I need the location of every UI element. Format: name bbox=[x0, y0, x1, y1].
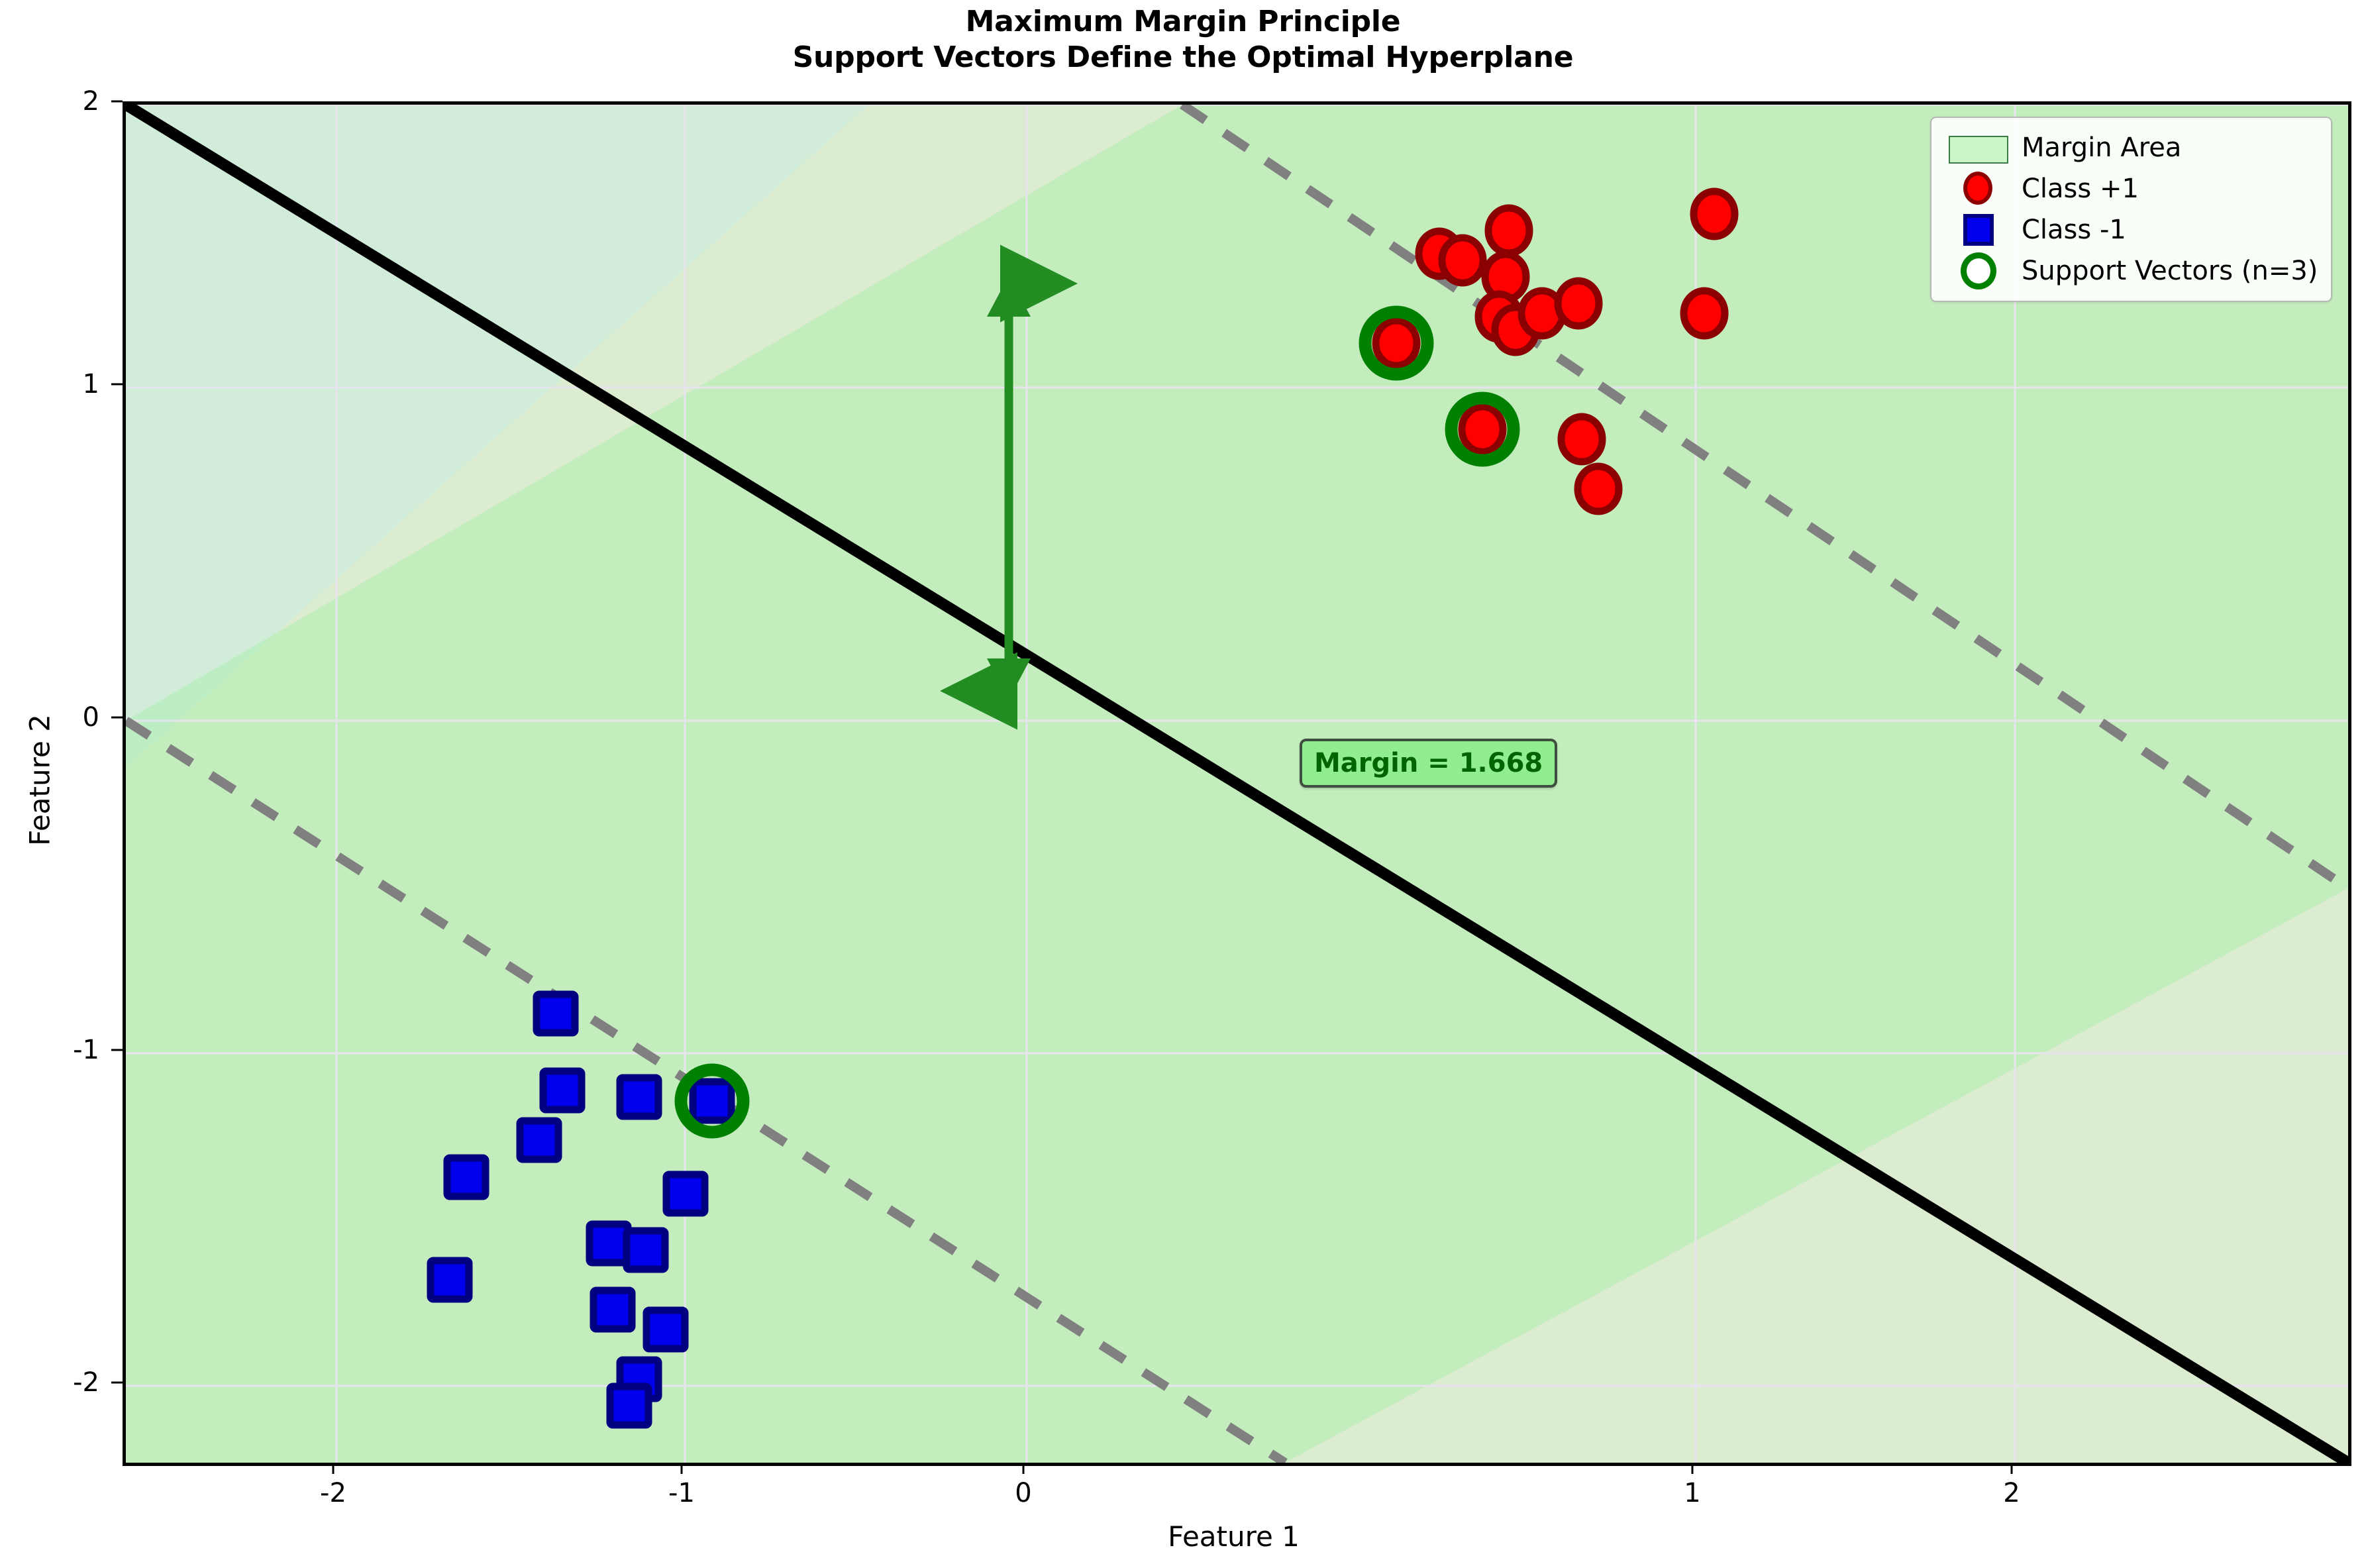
xtick-mark bbox=[2010, 1463, 2013, 1474]
xtick-mark bbox=[1691, 1463, 1694, 1474]
xtick-label-3: 1 bbox=[1684, 1478, 1701, 1508]
plot-svg bbox=[126, 105, 2348, 1463]
xtick-mark bbox=[332, 1463, 334, 1474]
page-title: Maximum Margin Principle Support Vectors… bbox=[0, 4, 2366, 75]
ytick-label-1: 1 bbox=[82, 369, 99, 399]
legend-item-support-vectors[interactable]: Support Vectors (n=3) bbox=[1943, 250, 2318, 291]
legend-label-3: Support Vectors (n=3) bbox=[2022, 256, 2318, 286]
blue-square-icon bbox=[1943, 211, 2012, 248]
upper-margin-line bbox=[1180, 105, 2348, 892]
legend-item-class-pos[interactable]: Class +1 bbox=[1943, 168, 2318, 209]
support-vector-points bbox=[674, 305, 1520, 1139]
green-ring-icon bbox=[1943, 252, 2012, 289]
ytick-mark bbox=[111, 1049, 123, 1051]
xtick-mark bbox=[680, 1463, 683, 1474]
xtick-label-2: 0 bbox=[1015, 1478, 1032, 1508]
title-line-2: Support Vectors Define the Optimal Hyper… bbox=[792, 40, 1574, 74]
legend-item-class-neg[interactable]: Class -1 bbox=[1943, 209, 2318, 250]
margin-area-swatch bbox=[1943, 129, 2012, 166]
ytick-label-4: -2 bbox=[73, 1367, 99, 1398]
x-axis-label: Feature 1 bbox=[1168, 1520, 1300, 1553]
red-circle-icon bbox=[1943, 170, 2012, 207]
class-pos-points bbox=[1415, 187, 1739, 515]
ytick-label-2: 0 bbox=[82, 702, 99, 733]
xtick-label-4: 2 bbox=[2003, 1478, 2020, 1508]
plot-area bbox=[123, 101, 2351, 1466]
legend: Margin Area Class +1 Class -1 Support Ve… bbox=[1930, 117, 2333, 302]
legend-item-margin-area[interactable]: Margin Area bbox=[1943, 127, 2318, 168]
ytick-mark bbox=[111, 383, 123, 386]
ytick-mark bbox=[111, 100, 123, 103]
ytick-mark bbox=[111, 716, 123, 719]
y-axis-label: Feature 2 bbox=[23, 714, 56, 846]
ytick-label-3: -1 bbox=[73, 1035, 99, 1065]
ytick-mark bbox=[111, 1381, 123, 1384]
decision-boundary-line bbox=[126, 105, 2348, 1463]
xtick-label-0: -2 bbox=[320, 1478, 346, 1508]
title-line-1: Maximum Margin Principle bbox=[965, 5, 1401, 38]
margin-annotation: Margin = 1.668 bbox=[1300, 739, 1558, 788]
ytick-label-0: 2 bbox=[82, 86, 99, 117]
legend-label-2: Class -1 bbox=[2022, 215, 2126, 245]
xtick-mark bbox=[1022, 1463, 1025, 1474]
xtick-label-1: -1 bbox=[668, 1478, 695, 1508]
legend-label-0: Margin Area bbox=[2022, 132, 2182, 163]
legend-label-1: Class +1 bbox=[2022, 174, 2139, 204]
plot-inner bbox=[126, 105, 2348, 1463]
